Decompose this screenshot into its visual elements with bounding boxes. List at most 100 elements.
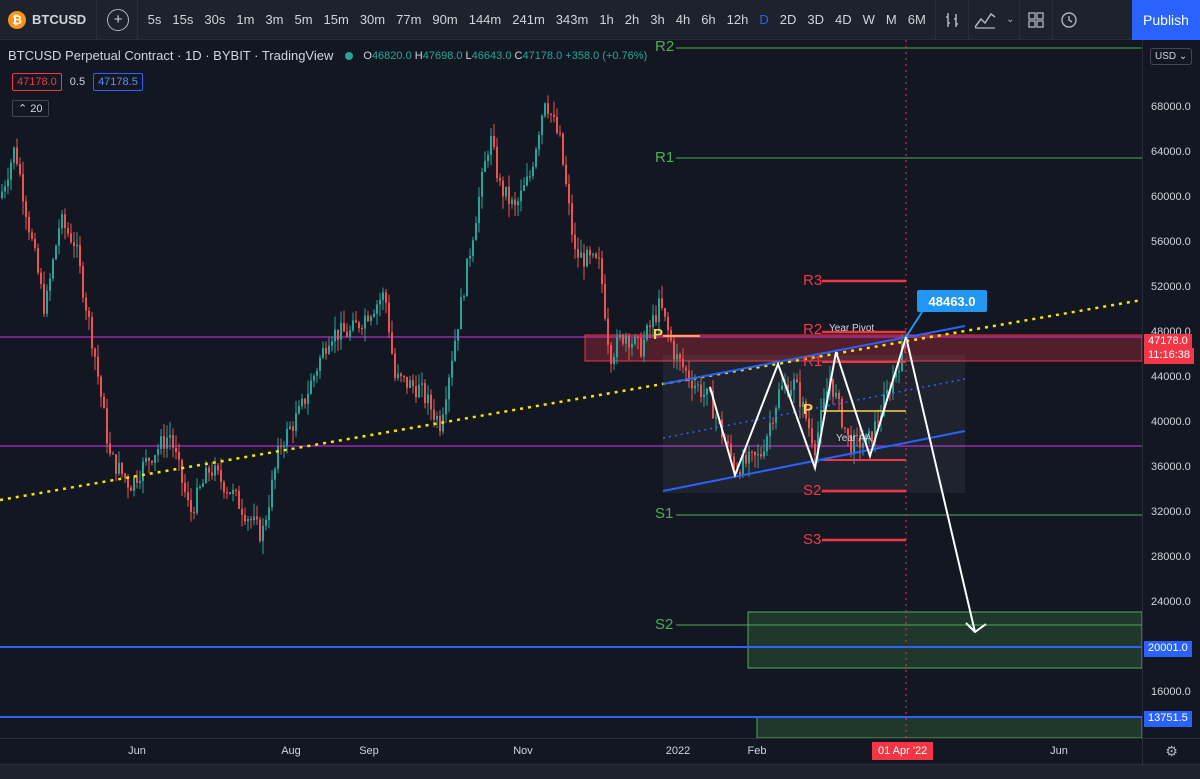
candle-body <box>424 383 426 404</box>
indicators-toggle[interactable]: ⌃ 20 <box>12 100 49 117</box>
candle-body <box>604 284 606 319</box>
interval-15s[interactable]: 15s <box>172 11 194 27</box>
bid-ask: 47178.0 0.5 47178.5 <box>12 73 143 91</box>
divider <box>935 0 937 40</box>
candle-body <box>838 392 840 399</box>
bar-countdown: 11:16:38 <box>1144 348 1195 364</box>
arrow-head <box>965 622 987 634</box>
candle-body <box>562 133 564 165</box>
candle-body <box>469 256 471 259</box>
publish-button[interactable]: Publish <box>1132 0 1200 40</box>
interval-5s[interactable]: 5s <box>147 11 162 27</box>
interval-3d[interactable]: 3D <box>807 11 824 27</box>
interval-w[interactable]: W <box>862 11 875 27</box>
candle-body <box>229 492 231 494</box>
interval-30m[interactable]: 30m <box>359 11 386 27</box>
settings-icon[interactable]: ⚙ <box>1142 738 1200 764</box>
legend-title[interactable]: BTCUSD Perpetual Contract · 1D · BYBIT ·… <box>8 48 334 63</box>
interval-6m[interactable]: 6M <box>907 11 926 27</box>
interval-144m[interactable]: 144m <box>468 11 502 27</box>
interval-2d[interactable]: 2D <box>779 11 797 27</box>
candle-body <box>439 416 441 432</box>
label-s1: S1 <box>655 505 674 522</box>
candle-body <box>70 233 72 243</box>
indicators-icon[interactable] <box>969 0 1001 40</box>
interval-12h[interactable]: 12h <box>726 11 749 27</box>
interval-3h[interactable]: 3h <box>650 11 665 27</box>
candle-body <box>613 357 615 365</box>
price-tick: 64000.0 <box>1151 146 1191 158</box>
label-p-mid: P <box>803 401 814 418</box>
candle-body <box>328 345 330 354</box>
candle-body <box>637 336 639 339</box>
chart-pane[interactable] <box>0 40 1142 738</box>
candle-body <box>205 467 207 484</box>
candle-body <box>193 511 195 514</box>
candle-body <box>628 336 630 348</box>
interval-3m[interactable]: 3m <box>265 11 284 27</box>
candle-body <box>430 394 432 410</box>
candle-body <box>100 376 102 397</box>
interval-5m[interactable]: 5m <box>294 11 313 27</box>
candle-body <box>541 115 543 135</box>
price-callout[interactable]: 48463.0 <box>917 290 987 312</box>
candle-body <box>250 518 252 521</box>
symbol-search[interactable]: ₿ BTCUSD <box>0 0 98 40</box>
candle-body <box>730 443 732 457</box>
candle-body <box>433 409 435 420</box>
candle-body <box>757 454 759 456</box>
candle-body <box>10 162 12 180</box>
add-symbol-icon[interactable]: + <box>107 8 130 31</box>
candle-body <box>85 297 87 311</box>
currency-selector[interactable]: USD ⌄ <box>1150 48 1193 65</box>
candle-body <box>298 406 300 414</box>
candle-body <box>556 116 558 133</box>
buy-button[interactable]: 47178.5 <box>93 73 143 91</box>
interval-90m[interactable]: 90m <box>432 11 458 27</box>
candle-body <box>142 461 144 481</box>
label-p-left: P <box>653 326 664 343</box>
time-tick: Jun <box>128 745 146 757</box>
bar-style-icon[interactable] <box>936 0 968 40</box>
interval-343m[interactable]: 343m <box>555 11 589 27</box>
chevron-down-icon[interactable]: ⌄ <box>1006 14 1015 25</box>
interval-4h[interactable]: 4h <box>675 11 691 27</box>
sell-button[interactable]: 47178.0 <box>12 73 62 91</box>
candle-body <box>112 453 114 455</box>
interval-241m[interactable]: 241m <box>512 11 545 27</box>
interval-m[interactable]: M <box>885 11 897 27</box>
candle-body <box>607 318 609 345</box>
layout-icon[interactable] <box>1020 0 1052 40</box>
candle-body <box>622 335 624 344</box>
candle-body <box>481 172 483 197</box>
interval-30s[interactable]: 30s <box>204 11 226 27</box>
candle-body <box>115 454 117 474</box>
alert-icon[interactable] <box>1053 0 1085 40</box>
price-axis[interactable]: 68000.0 64000.0 60000.0 56000.0 52000.0 48000… <box>1142 40 1200 738</box>
candle-body <box>478 196 480 224</box>
candle-body <box>391 332 393 354</box>
interval-77m[interactable]: 77m <box>396 11 422 27</box>
candle-body <box>769 422 771 437</box>
candle-body <box>538 134 540 150</box>
candle-body <box>226 492 228 494</box>
interval-1h[interactable]: 1h <box>599 11 614 27</box>
candle-body <box>679 354 681 360</box>
candle-body <box>559 132 561 134</box>
interval-d[interactable]: D <box>759 11 769 27</box>
interval-15m[interactable]: 15m <box>323 11 349 27</box>
label-r3-red: R3 <box>803 272 823 289</box>
candle-body <box>331 341 333 346</box>
candle-body <box>325 348 327 354</box>
price-tick: 24000.0 <box>1151 596 1191 608</box>
candle-body <box>301 398 303 407</box>
candle-body <box>79 244 81 267</box>
candle-body <box>409 380 411 388</box>
interval-6h[interactable]: 6h <box>701 11 716 27</box>
time-axis[interactable]: Jun Aug Sep Nov 2022 Feb Jun <box>0 738 1142 764</box>
interval-4d[interactable]: 4D <box>835 11 852 27</box>
candle-body <box>886 389 888 395</box>
interval-2h[interactable]: 2h <box>624 11 640 27</box>
interval-1m[interactable]: 1m <box>236 11 255 27</box>
candle-body <box>871 431 873 443</box>
